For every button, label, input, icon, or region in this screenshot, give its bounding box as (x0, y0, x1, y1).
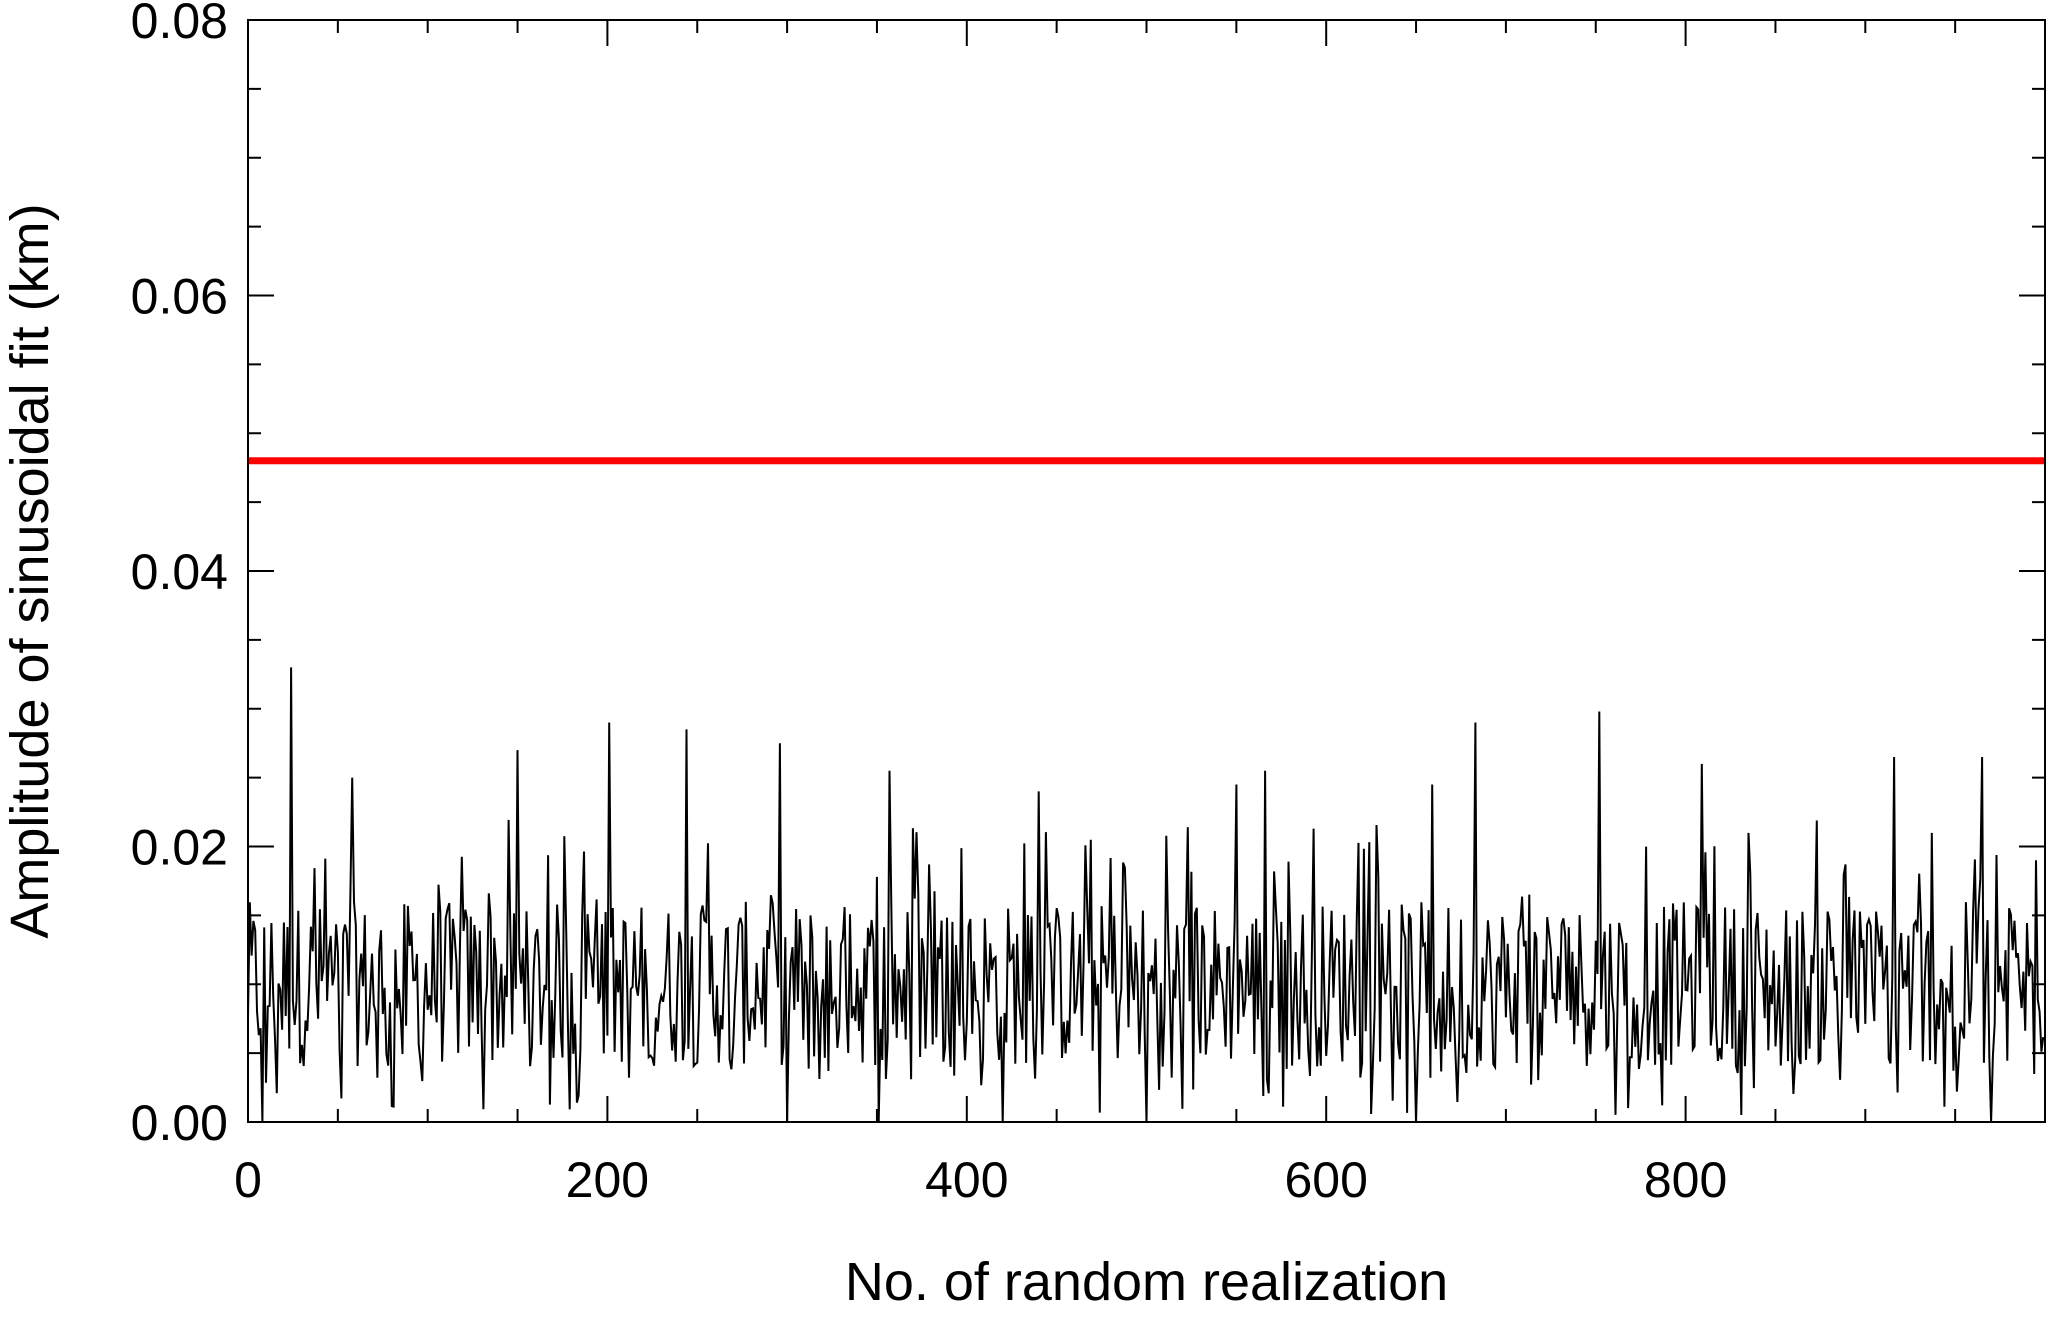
x-tick-label: 400 (925, 1152, 1008, 1208)
y-tick-label: 0.02 (131, 820, 228, 876)
plot-frame (247, 19, 2046, 1123)
y-tick-label: 0.08 (131, 0, 228, 49)
y-tick-label: 0.04 (131, 544, 228, 600)
x-tick-label: 600 (1284, 1152, 1367, 1208)
y-axis-title: Amplitude of sinusoidal fit (km) (0, 203, 60, 938)
x-tick-label: 200 (566, 1152, 649, 1208)
y-tick-label: 0.00 (131, 1095, 228, 1151)
tick-labels: 0 200 400 600 800 0.00 0.02 0.04 0.06 0.08 (131, 0, 1728, 1208)
tick-marks (247, 19, 2046, 1123)
x-axis-title: No. of random realization (845, 1252, 1448, 1312)
x-tick-label: 0 (234, 1152, 262, 1208)
random-amplitude-series-line (247, 667, 2045, 1123)
y-tick-label: 0.06 (131, 269, 228, 325)
x-tick-label: 800 (1644, 1152, 1727, 1208)
